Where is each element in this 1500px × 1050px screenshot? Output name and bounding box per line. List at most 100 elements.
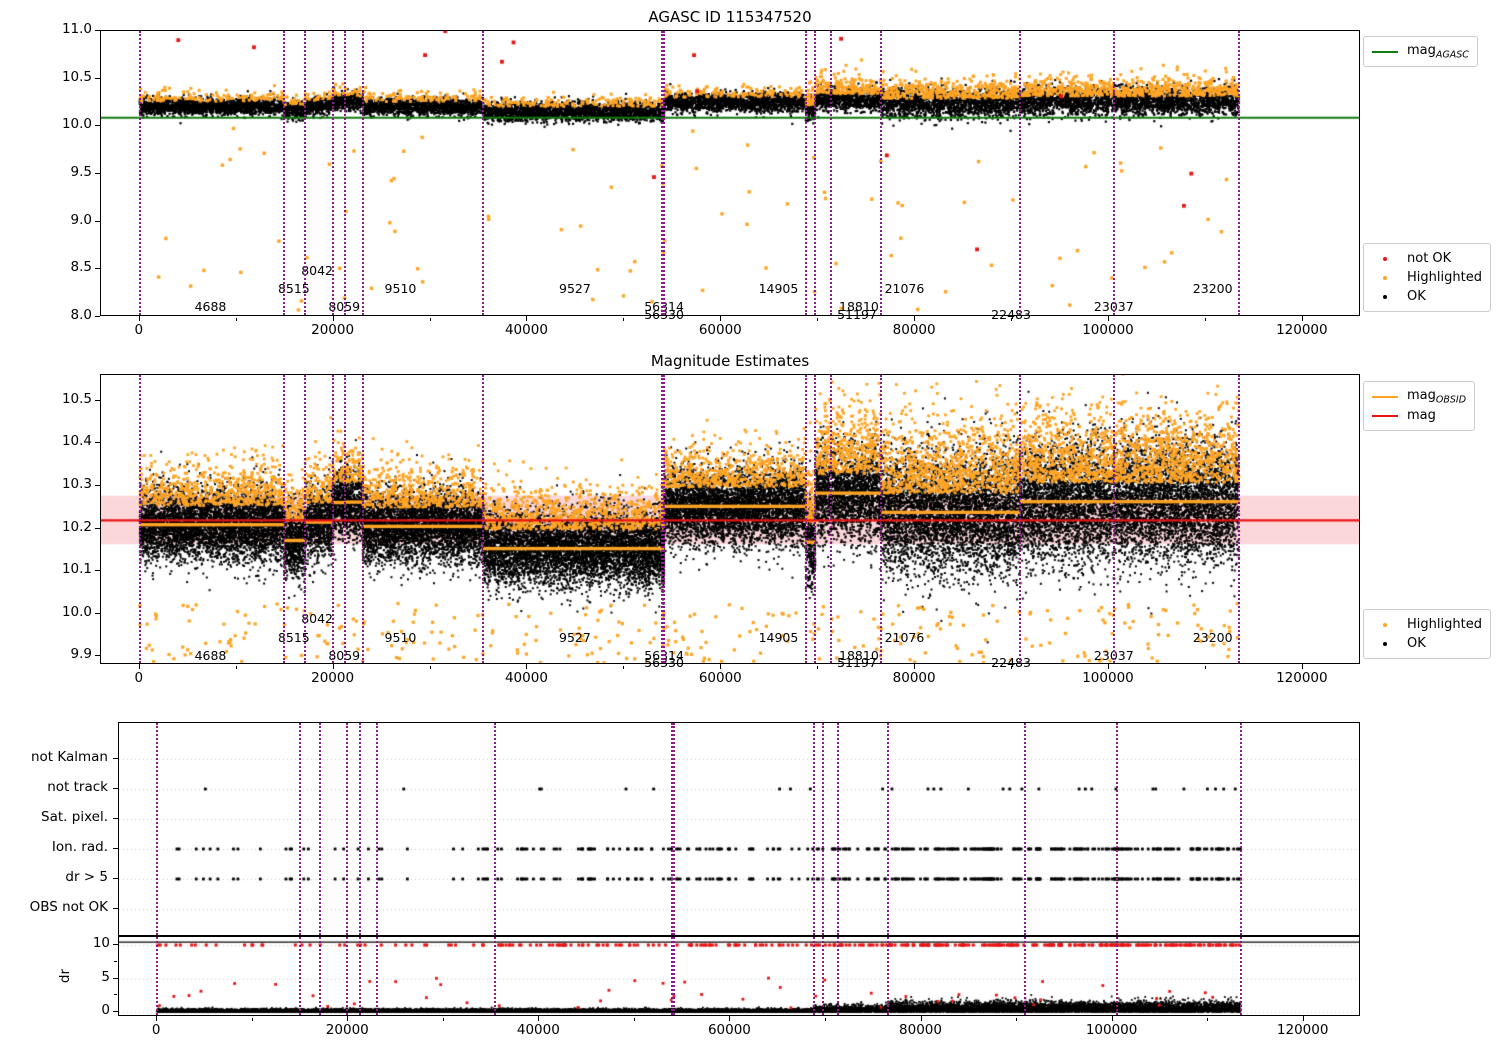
x-tick-mark: [1302, 1016, 1304, 1021]
panel2-xtick: 120000: [1276, 670, 1328, 686]
obsid-divider: [673, 937, 676, 1015]
flag-tick-mark: [113, 908, 118, 909]
panel2-ytick: 10.1: [61, 561, 92, 578]
panel4-xtick: 20000: [325, 1022, 369, 1038]
obsid-divider: [331, 31, 334, 315]
obsid-divider: [344, 31, 347, 315]
obsid-divider: [1018, 31, 1021, 315]
panel4-dr-axes: [118, 936, 1360, 1016]
obsid-divider: [1237, 31, 1240, 315]
legend-row: Highlighted: [1372, 615, 1482, 634]
panel3-flags-axes: [118, 722, 1360, 936]
dr-ytick: 0: [101, 1002, 110, 1019]
legend-label: magAGASC: [1407, 42, 1469, 61]
x-minor-tick: [1011, 666, 1013, 669]
legend-line-swatch: [1372, 395, 1398, 398]
panel1-xtick: 100000: [1082, 322, 1134, 338]
obsid-divider: [1116, 937, 1119, 1015]
panel1-ytick: 10.5: [61, 68, 92, 85]
x-tick-mark: [138, 664, 140, 669]
legend-label: OK: [1407, 636, 1426, 651]
obsid-divider: [804, 31, 807, 315]
obsid-divider: [358, 723, 361, 935]
obsid-label-p2-18810: 18810: [839, 648, 879, 663]
panel1-ytick: 8.5: [70, 259, 92, 276]
obsid-divider: [358, 937, 361, 1015]
x-minor-tick: [1011, 318, 1013, 321]
obsid-divider: [304, 31, 307, 315]
x-minor-tick: [429, 666, 431, 669]
x-minor-tick: [429, 318, 431, 321]
flag-label-1: not track: [47, 779, 108, 795]
legend-label: OK: [1407, 289, 1426, 304]
panel2-ytick: 10.3: [61, 475, 92, 492]
legend-row: not OK: [1372, 249, 1482, 268]
x-minor-tick: [1016, 1018, 1018, 1021]
panel2-ytick: 10.2: [61, 518, 92, 535]
x-minor-tick: [817, 666, 819, 669]
obsid-divider: [673, 723, 676, 935]
obsid-divider: [319, 723, 322, 935]
legend-line-swatch: [1372, 50, 1398, 53]
flag-tick-mark: [113, 878, 118, 879]
flag-label-5: OBS not OK: [29, 899, 108, 915]
dr-minor-tick: [114, 960, 117, 962]
y-tick-mark: [95, 220, 100, 222]
obsid-label-p1-14905: 14905: [758, 281, 799, 296]
panel4-xtick: 40000: [516, 1022, 560, 1038]
obsid-label-p2-14905: 14905: [758, 630, 799, 645]
panel2-ytick: 10.0: [61, 603, 92, 620]
panel1-legend-magagasc: magAGASC: [1363, 36, 1478, 67]
legend-label: mag: [1407, 408, 1436, 423]
obsid-divider: [1023, 937, 1026, 1015]
x-minor-tick: [623, 666, 625, 669]
obsid-divider: [481, 375, 484, 663]
dr-tick-mark: [113, 1011, 118, 1013]
x-tick-mark: [720, 316, 722, 321]
legend-dot-swatch: [1372, 636, 1398, 651]
panel2-xtick: 60000: [698, 670, 742, 686]
panel1-axes: [100, 30, 1360, 316]
panel4-xtick: 0: [151, 1022, 161, 1038]
dr-tick-mark: [113, 944, 118, 946]
obsid-label-p1-23200: 23200: [1192, 281, 1233, 296]
legend-label: Highlighted: [1407, 617, 1482, 632]
obsid-divider: [346, 937, 349, 1015]
legend-dot-swatch: [1372, 289, 1398, 304]
obsid-divider: [304, 375, 307, 663]
panel4-xtick: 120000: [1276, 1022, 1329, 1038]
legend-dot-swatch: [1372, 251, 1398, 266]
obsid-label-p2-8042: 8042: [301, 611, 333, 626]
panel1-xtick: 120000: [1276, 322, 1328, 338]
panel1-xtick: 60000: [698, 322, 742, 338]
y-tick-mark: [95, 77, 100, 79]
obsid-divider: [822, 723, 825, 935]
x-tick-mark: [720, 664, 722, 669]
obsid-divider: [494, 723, 497, 935]
obsid-divider: [1112, 375, 1115, 663]
x-tick-mark: [1301, 664, 1303, 669]
panel2-xtick: 0: [134, 670, 144, 686]
legend-row: mag: [1372, 406, 1466, 425]
obsid-divider: [837, 937, 840, 1015]
x-tick-mark: [1108, 664, 1109, 669]
legend-label: Highlighted: [1407, 270, 1482, 285]
y-tick-mark: [95, 570, 100, 572]
x-minor-tick: [623, 318, 625, 321]
flag-tick-mark: [113, 848, 118, 849]
obsid-label-p2-9510: 9510: [384, 630, 417, 645]
legend-row: OK: [1372, 287, 1482, 306]
dr-minor-tick: [114, 994, 117, 996]
x-minor-tick: [1204, 666, 1206, 669]
obsid-label-p2-8515: 8515: [277, 630, 310, 645]
panel2-xtick: 100000: [1082, 670, 1134, 686]
obsid-divider: [283, 375, 286, 663]
x-minor-tick: [817, 318, 819, 321]
x-tick-mark: [156, 1016, 158, 1021]
obsid-divider: [1023, 723, 1026, 935]
obsid-divider: [822, 937, 825, 1015]
y-tick-mark: [95, 527, 100, 529]
obsid-divider: [346, 723, 349, 935]
x-tick-mark: [332, 316, 334, 321]
